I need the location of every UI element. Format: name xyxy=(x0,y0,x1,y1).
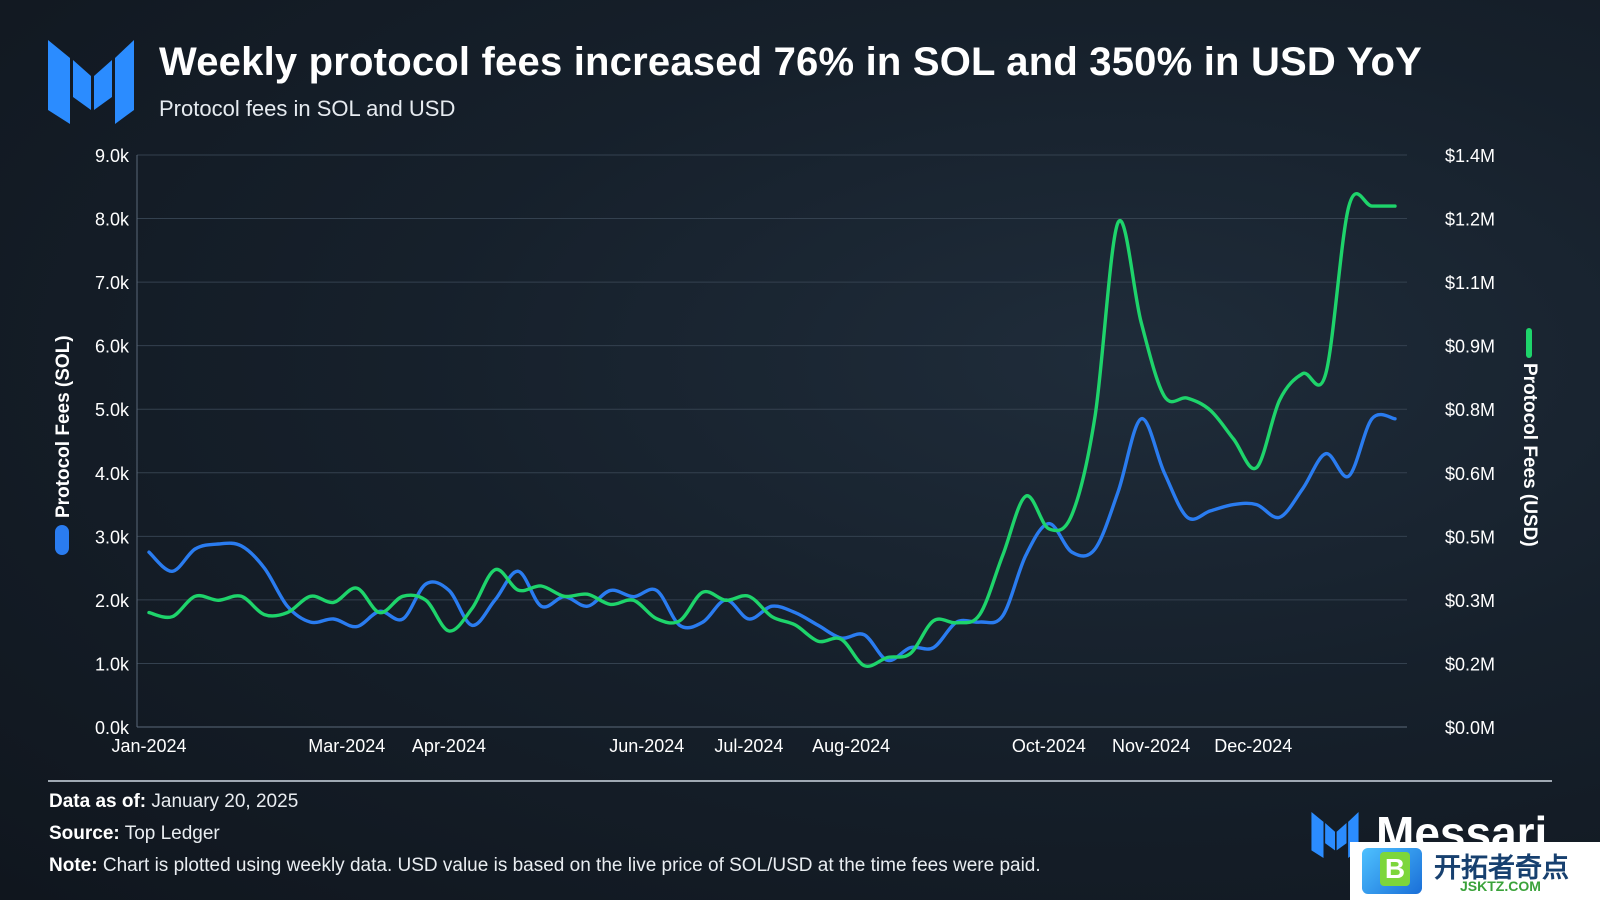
x-tick-label: Jan-2024 xyxy=(111,736,186,756)
sol-series-line xyxy=(147,412,1397,663)
y-left-tick-label: 2.0k xyxy=(95,591,130,611)
line-chart: 0.0k 1.0k 2.0k 3.0k 4.0k 5.0k 6.0k 7.0k 8.0k 9.0k… xyxy=(53,146,1540,756)
legend-swatch-usd xyxy=(1526,328,1532,358)
y-left-tick-label: 9.0k xyxy=(95,146,130,166)
y-right-tick-label: $0.9M xyxy=(1445,337,1495,357)
watermark-logo-icon: B xyxy=(1362,848,1422,894)
y-left-tick-label: 8.0k xyxy=(95,210,130,230)
y-right-tick-label: $0.6M xyxy=(1445,464,1495,484)
chart-title: Weekly protocol fees increased 76% in SO… xyxy=(159,40,1423,84)
watermark-letter: B xyxy=(1380,852,1410,886)
messari-logo-icon xyxy=(48,40,134,124)
y-axis-right-title-group: Protocol Fees (USD) xyxy=(1519,328,1540,547)
y-axis-left-title-group: Protocol Fees (SOL) xyxy=(53,335,74,555)
watermark-text: 开拓者奇点 xyxy=(1434,853,1569,883)
y-axis-left-ticks: 0.0k 1.0k 2.0k 3.0k 4.0k 5.0k 6.0k 7.0k 8.0k 9.0k xyxy=(95,146,130,738)
x-tick-label: Nov-2024 xyxy=(1112,736,1190,756)
y-axis-right-ticks: $0.0M $0.2M $0.3M $0.5M $0.6M $0.8M $0.9M $1.1M… xyxy=(1445,146,1495,738)
x-tick-label: Dec-2024 xyxy=(1214,736,1292,756)
x-axis-ticks: Jan-2024 Mar-2024 Apr-2024 Jun-2024 Jul-2024… xyxy=(111,736,1292,756)
y-axis-right-title: Protocol Fees (USD) xyxy=(1519,363,1540,547)
y-left-tick-label: 6.0k xyxy=(95,337,130,357)
footer-data-as-of: Data as of: January 20, 2025 xyxy=(49,791,298,813)
x-tick-label: Apr-2024 xyxy=(412,736,486,756)
y-left-tick-label: 1.0k xyxy=(95,654,130,674)
data-as-of-label: Data as of: xyxy=(49,791,147,812)
x-tick-label: Jun-2024 xyxy=(609,736,684,756)
note-value: Chart is plotted using weekly data. USD … xyxy=(102,855,1041,876)
y-right-tick-label: $1.1M xyxy=(1445,273,1495,293)
footer-note: Note: Chart is plotted using weekly data… xyxy=(49,855,1041,877)
source-label: Source: xyxy=(49,823,120,844)
y-right-tick-label: $1.4M xyxy=(1445,146,1495,166)
y-axis-left-title: Protocol Fees (SOL) xyxy=(53,335,74,518)
y-right-tick-label: $1.2M xyxy=(1445,210,1495,230)
watermark-url: JSKTZ.COM xyxy=(1460,878,1541,894)
y-right-tick-label: $0.5M xyxy=(1445,527,1495,547)
watermark-badge: B 开拓者奇点 JSKTZ.COM xyxy=(1350,842,1600,900)
y-right-tick-label: $0.3M xyxy=(1445,591,1495,611)
x-tick-label: Aug-2024 xyxy=(812,736,890,756)
x-tick-label: Jul-2024 xyxy=(714,736,783,756)
y-right-tick-label: $0.0M xyxy=(1445,718,1495,738)
usd-series-line xyxy=(147,192,1397,669)
footer-divider xyxy=(48,780,1552,782)
y-right-tick-label: $0.8M xyxy=(1445,400,1495,420)
data-as-of-value: January 20, 2025 xyxy=(151,791,299,812)
y-right-tick-label: $0.2M xyxy=(1445,654,1495,674)
y-left-tick-label: 3.0k xyxy=(95,527,130,547)
x-tick-label: Oct-2024 xyxy=(1012,736,1086,756)
note-label: Note: xyxy=(49,855,98,876)
x-tick-label: Mar-2024 xyxy=(308,736,385,756)
footer-source: Source: Top Ledger xyxy=(49,823,220,845)
legend-swatch-sol xyxy=(55,525,69,555)
chart-subtitle: Protocol fees in SOL and USD xyxy=(159,96,456,121)
y-left-tick-label: 0.0k xyxy=(95,718,130,738)
y-left-tick-label: 5.0k xyxy=(95,400,130,420)
grid-lines xyxy=(136,154,1407,728)
y-left-tick-label: 7.0k xyxy=(95,273,130,293)
y-left-tick-label: 4.0k xyxy=(95,464,130,484)
series-lines xyxy=(147,192,1397,669)
source-value: Top Ledger xyxy=(124,823,220,844)
